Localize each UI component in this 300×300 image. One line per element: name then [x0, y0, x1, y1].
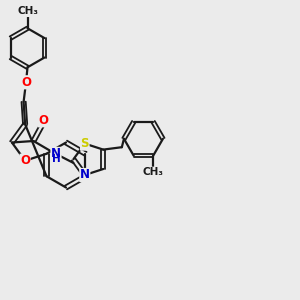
Text: N: N: [51, 147, 61, 161]
Text: O: O: [21, 76, 31, 89]
Text: N: N: [80, 169, 90, 182]
Text: H: H: [52, 154, 60, 164]
Text: CH₃: CH₃: [143, 167, 164, 177]
Text: CH₃: CH₃: [17, 7, 38, 16]
Text: O: O: [20, 154, 30, 167]
Text: S: S: [80, 137, 89, 150]
Text: O: O: [38, 114, 48, 127]
